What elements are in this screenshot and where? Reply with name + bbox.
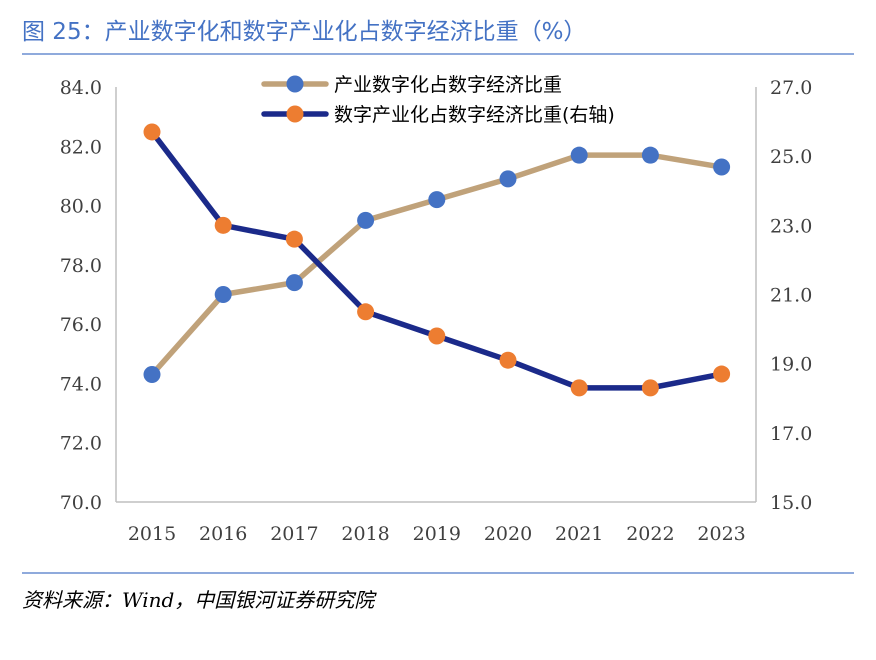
data-point-series-2 xyxy=(499,351,517,369)
legend-marker-2 xyxy=(286,105,304,123)
chart-axes: 70.0 72.0 74.0 76.0 78.0 80.0 82.0 84.0 15.0 17.0… xyxy=(60,77,813,545)
y-right-tick-label: 25.0 xyxy=(770,146,812,168)
data-point-series-2 xyxy=(143,123,161,141)
data-point-series-2 xyxy=(428,327,446,345)
data-point-series-2 xyxy=(570,379,588,397)
data-point-series-2 xyxy=(214,216,232,234)
data-point-series-1 xyxy=(357,211,375,229)
series-markers xyxy=(143,123,731,397)
y-right-tick-label: 21.0 xyxy=(770,285,812,307)
y-left-tick-label: 72.0 xyxy=(60,433,102,455)
y-left-tick-label: 70.0 xyxy=(60,492,102,514)
data-point-series-2 xyxy=(641,379,659,397)
data-point-series-1 xyxy=(641,146,659,164)
y-left-tick-label: 84.0 xyxy=(60,77,102,99)
data-point-series-1 xyxy=(713,158,731,176)
legend-label-1: 产业数字化占数字经济比重 xyxy=(334,74,562,96)
data-point-series-1 xyxy=(428,191,446,209)
y-left-tick-label: 74.0 xyxy=(60,373,102,395)
data-point-series-2 xyxy=(357,303,375,321)
figure-title: 图 25：产业数字化和数字产业化占数字经济比重（%） xyxy=(22,19,587,45)
x-tick-label: 2016 xyxy=(199,523,247,545)
data-point-series-1 xyxy=(214,286,232,303)
x-tick-label: 2020 xyxy=(484,523,532,545)
y-left-tick-label: 76.0 xyxy=(60,314,102,336)
y-left-tick-label: 82.0 xyxy=(60,136,102,158)
series-line-2 xyxy=(149,129,725,391)
legend-label-2: 数字产业化占数字经济比重(右轴) xyxy=(334,104,615,126)
x-tick-label: 2017 xyxy=(270,523,318,545)
x-tick-label: 2018 xyxy=(341,523,389,545)
y-right-tick-label: 27.0 xyxy=(770,77,812,99)
line-chart: 70.0 72.0 74.0 76.0 78.0 80.0 82.0 84.0 15.0 17.0… xyxy=(60,74,813,545)
y-left-tick-label: 80.0 xyxy=(60,196,102,218)
x-tick-label: 2015 xyxy=(128,523,176,545)
legend-marker-1 xyxy=(286,75,304,93)
source-note: 资料来源：Wind，中国银河证券研究院 xyxy=(22,588,375,612)
x-tick-label: 2023 xyxy=(697,523,745,545)
title-divider xyxy=(22,53,854,55)
y-left-tick-label: 78.0 xyxy=(60,255,102,277)
x-tick-label: 2022 xyxy=(626,523,674,545)
data-point-series-1 xyxy=(143,366,161,384)
y-right-tick-label: 19.0 xyxy=(770,354,812,376)
source-divider xyxy=(22,572,854,574)
data-point-series-2 xyxy=(285,230,303,248)
data-point-series-1 xyxy=(570,146,588,164)
data-point-series-2 xyxy=(713,365,731,383)
y-right-tick-label: 23.0 xyxy=(770,215,812,237)
x-tick-label: 2019 xyxy=(413,523,461,545)
y-right-tick-label: 17.0 xyxy=(770,423,812,445)
series-lines xyxy=(149,129,725,391)
data-point-series-1 xyxy=(499,170,517,188)
x-tick-label: 2021 xyxy=(555,523,603,545)
y-right-tick-label: 15.0 xyxy=(770,492,812,514)
data-point-series-1 xyxy=(285,274,303,292)
